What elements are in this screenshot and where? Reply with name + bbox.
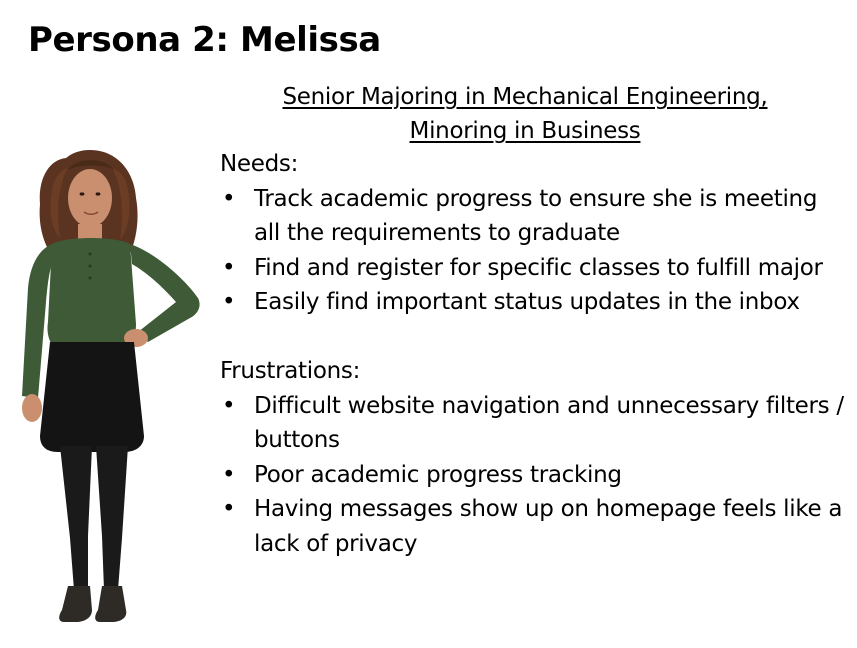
needs-item: Easily find important status updates in … [220,285,845,320]
needs-heading: Needs: [220,151,299,177]
shirt-button [88,252,92,256]
slide-title: Persona 2: Melissa [28,20,381,60]
eye-right [95,192,101,196]
persona-photo [22,150,200,622]
arm-right [130,244,200,342]
needs-list: Track academic progress to ensure she is… [220,182,845,320]
frustrations-item: Having messages show up on homepage feel… [220,492,845,561]
shoe-left [59,586,92,622]
leg-left [60,446,92,590]
hair-curls-left [50,168,68,238]
hair-top [68,160,114,170]
section-spacer [220,320,845,355]
shirt-body [47,238,136,350]
shoe-right [95,586,127,622]
subtitle-line-minor: Minoring in Business [409,118,641,144]
leg-right [96,446,128,590]
persona-subtitle: Senior Majoring in Mechanical Engineerin… [215,80,835,148]
shirt-button [88,276,92,280]
needs-item: Track academic progress to ensure she is… [220,182,845,251]
mouth [83,211,99,216]
frustrations-item: Difficult website navigation and unneces… [220,389,845,458]
hand-left [22,394,42,422]
arm-left [22,244,58,398]
persona-details: Needs: Track academic progress to ensure… [220,147,845,561]
skirt-shape [40,342,144,452]
needs-item: Find and register for specific classes t… [220,251,845,286]
hair-curls-right [112,168,130,240]
frustrations-list: Difficult website navigation and unneces… [220,389,845,562]
frustrations-heading: Frustrations: [220,358,361,384]
subtitle-line-major: Senior Majoring in Mechanical Engineerin… [282,84,768,110]
face-shape [68,169,112,227]
frustrations-item: Poor academic progress tracking [220,458,845,493]
eye-left [79,192,85,196]
shirt-button [88,264,92,268]
